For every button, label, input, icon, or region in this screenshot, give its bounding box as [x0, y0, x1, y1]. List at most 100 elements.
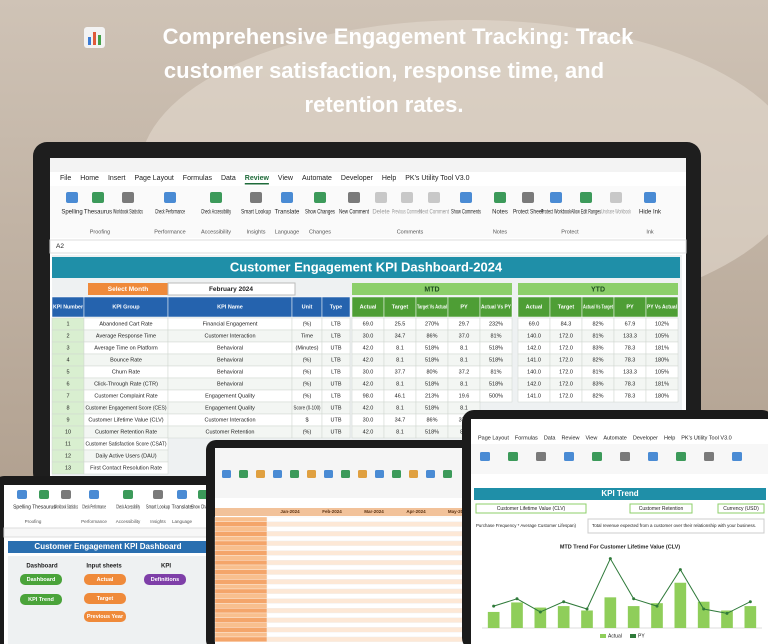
sheet-row — [266, 564, 465, 570]
ribbon-icon — [592, 452, 602, 461]
table-cell — [321, 425, 351, 439]
ribbon-button-label: Show Changes — [191, 504, 215, 510]
ribbon-icon — [307, 470, 316, 478]
table-cell-text: 42.0 — [363, 345, 374, 351]
bar — [627, 606, 640, 628]
line-point — [702, 607, 706, 611]
sheet-row-label — [214, 588, 268, 594]
table-cell-text: 34.7 — [395, 333, 406, 339]
table-cell-text: LTB — [331, 393, 341, 399]
header-cell — [321, 296, 351, 318]
table-cell-text: 180% — [655, 357, 669, 363]
table-cell-text: UTB — [331, 345, 342, 351]
ribbon-button-label: Protect Sheet — [513, 210, 543, 216]
ribbon-icon — [210, 192, 222, 203]
ribbon-icon — [375, 470, 384, 478]
table-cell-text: 69.0 — [363, 321, 374, 327]
nav-button[interactable] — [20, 594, 62, 605]
table-cell-text: 86% — [426, 333, 437, 339]
table-cell-text: 30.0 — [363, 333, 374, 339]
nav-button[interactable] — [84, 593, 126, 604]
ribbon-tab: Review — [245, 175, 270, 182]
table-cell-text: 3 — [66, 345, 69, 351]
legend-swatch — [630, 634, 636, 638]
sheet-row-label — [214, 550, 268, 556]
ribbon-tab: PK's Utility Tool V3.0 — [681, 435, 731, 441]
nav-section: KPI — [161, 564, 171, 570]
ribbon-icon — [676, 452, 686, 461]
table-cell-text: 518% — [489, 345, 503, 351]
table-cell-text: Customer Engagement Score (CES) — [86, 405, 167, 411]
line-point — [608, 557, 612, 561]
dashboard-title: Customer Engagement KPI Dashboard-2024 — [230, 259, 503, 274]
table-cell-text: Engagement Quality — [205, 405, 255, 411]
bar — [721, 610, 733, 628]
table-header: KPI Group — [112, 304, 140, 310]
ribbon-button-label: Delete — [372, 210, 390, 216]
line-point — [562, 600, 566, 604]
ribbon-group-label: Accessibility — [201, 229, 231, 235]
table-cell-text: 500% — [489, 393, 503, 399]
table-cell-text: 83% — [592, 345, 603, 351]
table-cell-text: UTB — [331, 381, 342, 387]
nav-button[interactable] — [144, 574, 186, 585]
table-cell-text: 82% — [592, 393, 603, 399]
trend-title: KPI Trend — [601, 489, 638, 498]
table-cell-text: Customer Lifetime Value (CLV) — [88, 417, 163, 423]
sheet-row-label — [214, 526, 268, 532]
active-tab-underline — [244, 183, 269, 185]
table-cell-text: 2 — [66, 333, 69, 339]
mtd-label: MTD — [424, 286, 439, 293]
nav-button[interactable] — [20, 574, 62, 585]
table-cell-text: 133.3 — [623, 333, 637, 339]
ribbon-icon — [198, 490, 208, 499]
sheet-row — [266, 608, 465, 614]
table-cell-text: Customer Retention — [206, 429, 255, 435]
nav-button[interactable] — [84, 574, 126, 585]
ribbon-tab: Formulas — [183, 175, 213, 182]
table-cell-text: Abandoned Cart Rate — [99, 321, 152, 327]
nav-button-label: Previous Year — [87, 614, 124, 620]
ribbon-icon — [704, 452, 714, 461]
table-cell-text: 37.7 — [395, 369, 406, 375]
table-cell-text: 86% — [426, 417, 437, 423]
ribbon-icon — [273, 470, 282, 478]
table-cell-text: 29.7 — [459, 321, 470, 327]
sheet-row-label — [214, 574, 268, 580]
ribbon-tab: Automate — [302, 175, 332, 182]
table-cell-text: 140.0 — [527, 333, 541, 339]
sheet-row-label — [214, 536, 268, 542]
bar — [674, 582, 687, 628]
table-cell-text: 13 — [65, 465, 71, 471]
line-point — [515, 597, 519, 601]
table-cell-text: LTB — [331, 369, 341, 375]
sheet-row — [266, 636, 465, 642]
ribbon-tab: View — [585, 435, 597, 441]
month-header: Apr-2024 — [406, 509, 426, 514]
ribbon-icon — [250, 192, 262, 203]
table-cell-text: 133.3 — [623, 369, 637, 375]
table-header: Actual — [360, 304, 377, 310]
table-header: Actual Vs PY — [481, 304, 511, 310]
bar — [651, 603, 663, 628]
ribbon-tab: Help — [664, 435, 675, 441]
mtd-band — [352, 283, 512, 295]
sheet-row-label — [214, 617, 268, 623]
ribbon-icon — [348, 192, 360, 203]
table-cell-text: UTB — [331, 417, 342, 423]
ribbon-icon — [522, 192, 534, 203]
nav-button[interactable] — [84, 611, 126, 622]
ribbon-button-label: Spelling — [61, 210, 82, 216]
formula-bar — [49, 239, 687, 254]
ribbon-button-label: Spelling — [13, 504, 31, 510]
sheet-row — [266, 531, 465, 537]
table-cell-text: 142.0 — [527, 345, 541, 351]
table-cell-text: 518% — [425, 357, 439, 363]
ribbon-tab: View — [278, 175, 294, 182]
sheet-row — [266, 526, 465, 532]
sheet-row-label — [214, 632, 268, 638]
ribbon-tab: Page Layout — [134, 175, 173, 182]
sheet-row-label — [214, 636, 268, 642]
table-cell-text: 82% — [592, 357, 603, 363]
table-cell-text: 30.0 — [363, 369, 374, 375]
